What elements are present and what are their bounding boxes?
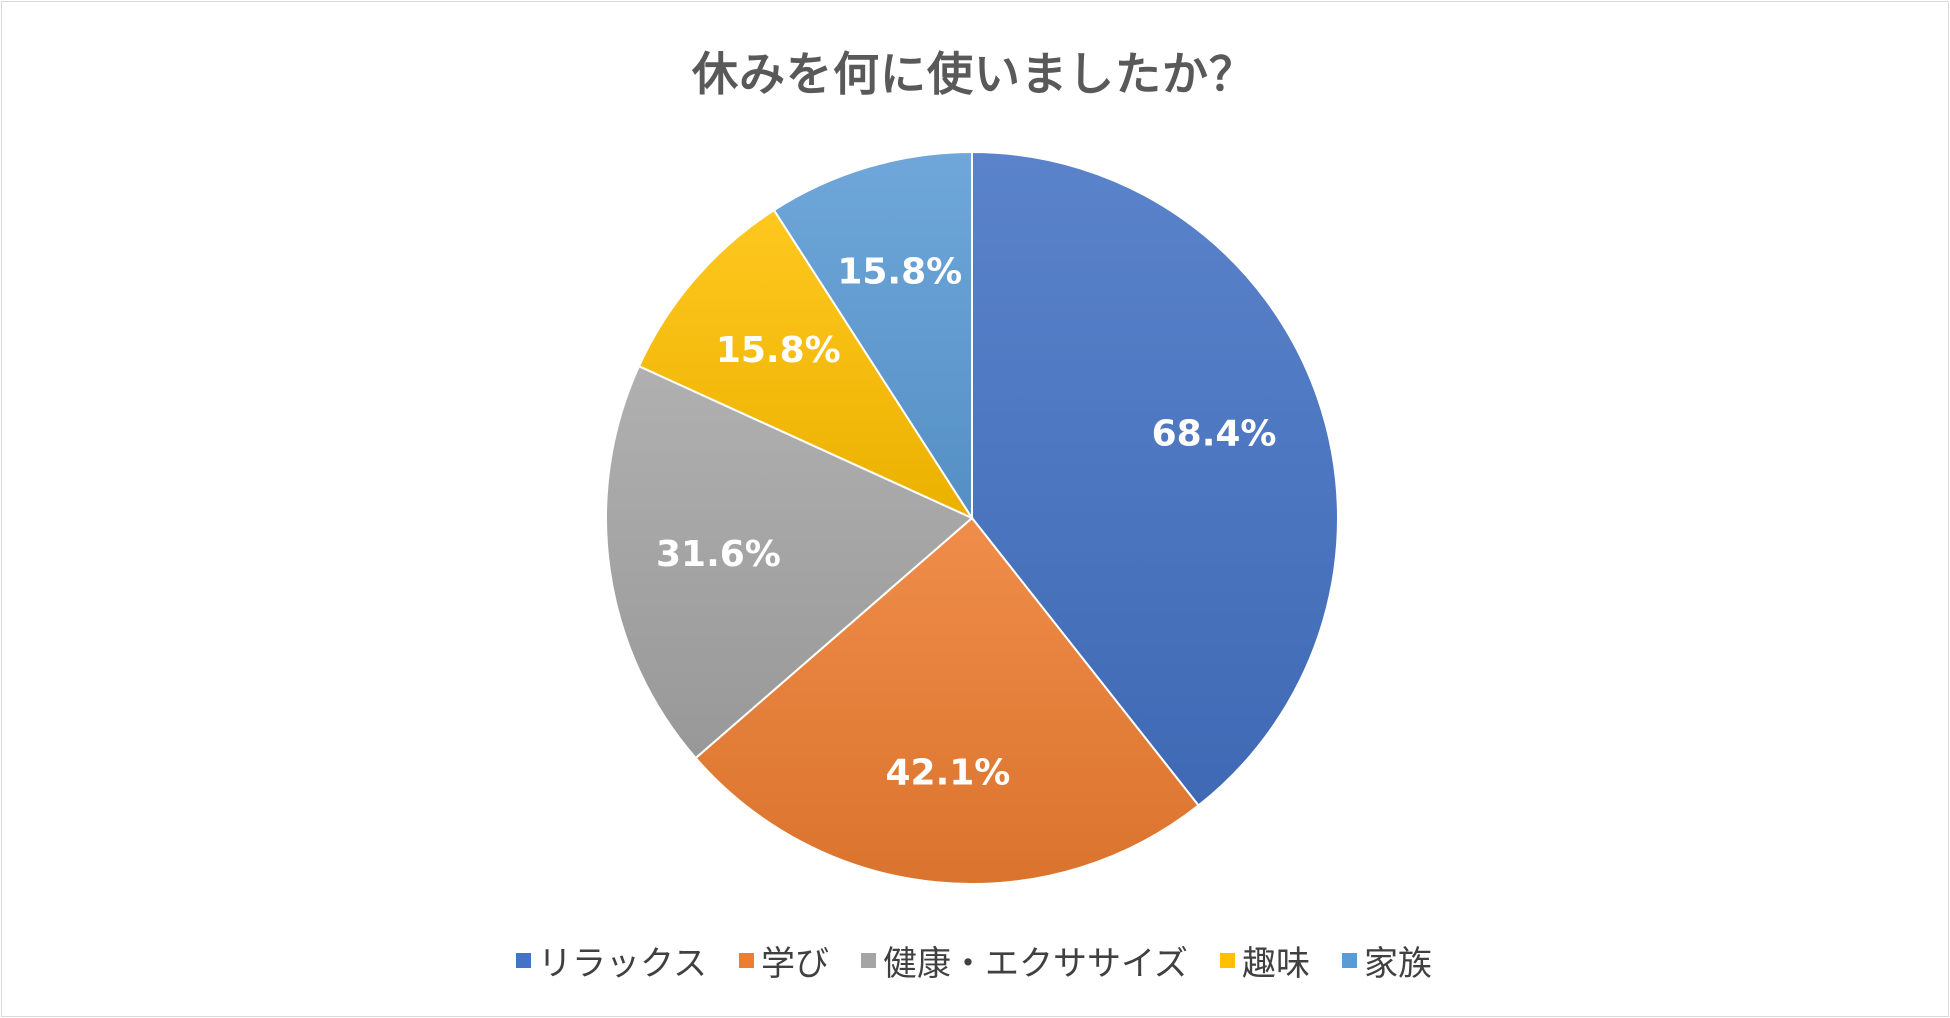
pie-slice-relax	[971, 150, 1339, 807]
legend-item-relax: リラックス	[516, 936, 707, 985]
legend-label: 健康・エクササイズ	[883, 944, 1188, 984]
pie-data-labels: 68.4% 42.1% 31.6% 15.8% 15.8%	[656, 252, 1277, 794]
legend-label: 学び	[761, 944, 829, 984]
data-label-family: 15.8%	[837, 252, 962, 293]
legend-item-study: 学び	[739, 936, 829, 985]
legend-swatch	[739, 953, 754, 968]
pie-slice-family	[772, 150, 973, 522]
legend-swatch	[516, 953, 532, 968]
data-label-health-exercise: 31.6%	[656, 534, 781, 575]
legend-swatch	[1341, 953, 1357, 968]
data-label-relax: 68.4%	[1152, 414, 1277, 455]
pie-slice-health-exercise	[605, 364, 974, 760]
chart-legend: リラックス 学び 健康・エクササイズ 趣味 家族	[0, 936, 1948, 985]
legend-label: リラックス	[538, 944, 707, 984]
legend-item-hobby: 趣味	[1219, 936, 1310, 985]
legend-item-health-exercise: 健康・エクササイズ	[861, 936, 1188, 985]
legend-item-family: 家族	[1341, 936, 1432, 985]
data-label-hobby: 15.8%	[716, 330, 841, 371]
chart-title: 休みを何に使いましたか？	[692, 47, 1256, 101]
legend-swatch	[1219, 953, 1235, 968]
legend-label: 家族	[1363, 944, 1432, 984]
data-label-study: 42.1%	[885, 753, 1010, 794]
legend-swatch	[861, 953, 876, 968]
legend-label: 趣味	[1241, 944, 1310, 984]
pie-slice-study	[694, 516, 1200, 885]
pie-slices	[605, 150, 1339, 885]
pie-slice-hobby	[637, 208, 975, 521]
